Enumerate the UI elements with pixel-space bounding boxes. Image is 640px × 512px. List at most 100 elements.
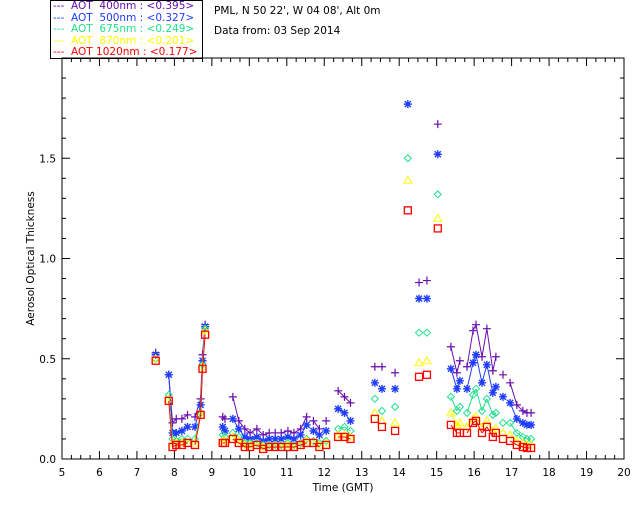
data-point-asterisk bbox=[296, 430, 305, 439]
data-point-diamond bbox=[482, 394, 492, 404]
data-point-asterisk bbox=[512, 414, 521, 423]
data-point-diamond bbox=[477, 406, 487, 416]
data-point-triangle bbox=[511, 435, 522, 445]
series-line-segment bbox=[475, 388, 483, 412]
data-point-diamond bbox=[390, 402, 400, 412]
data-point-plus bbox=[478, 352, 487, 361]
series-line-segment bbox=[516, 432, 524, 438]
data-point-asterisk bbox=[334, 404, 343, 413]
x-tick-label: 18 bbox=[542, 467, 555, 479]
data-point-asterisk bbox=[218, 422, 227, 431]
site-info: PML, N 50 22', W 04 08', Alt 0m bbox=[214, 5, 381, 17]
data-point-diamond bbox=[164, 390, 173, 400]
data-point-diamond bbox=[498, 418, 508, 428]
data-point-asterisk bbox=[377, 384, 386, 393]
data-point-diamond bbox=[414, 328, 424, 337]
data-point-square bbox=[172, 440, 181, 450]
data-point-plus bbox=[446, 342, 455, 351]
series-line-segment bbox=[509, 422, 518, 434]
data-point-plus bbox=[488, 366, 497, 375]
data-point-diamond bbox=[183, 434, 192, 444]
series-line-segment bbox=[466, 330, 474, 367]
data-point-asterisk bbox=[289, 434, 298, 443]
series-line-segment bbox=[472, 388, 477, 396]
data-point-square bbox=[482, 422, 492, 432]
data-point-square bbox=[164, 396, 173, 406]
series-line-segment bbox=[475, 354, 483, 383]
series-line-segment bbox=[300, 416, 308, 430]
data-point-asterisk bbox=[391, 384, 400, 393]
data-point-square bbox=[446, 420, 456, 430]
data-point-plus bbox=[527, 408, 536, 417]
data-point-plus bbox=[309, 416, 318, 425]
series-line-segment bbox=[232, 396, 240, 422]
data-point-triangle bbox=[414, 357, 424, 367]
data-point-square bbox=[220, 438, 230, 448]
data-point-diamond bbox=[462, 408, 472, 418]
data-point-plus bbox=[452, 368, 461, 377]
series-line-segment bbox=[481, 328, 488, 357]
data-point-diamond bbox=[422, 328, 432, 337]
date-info: Data from: 03 Sep 2014 bbox=[214, 25, 341, 37]
y-tick-label: 1.5 bbox=[39, 153, 56, 165]
data-point-plus bbox=[234, 416, 243, 425]
data-point-plus bbox=[334, 386, 343, 395]
series-line-segment bbox=[450, 346, 458, 373]
series-line-segment bbox=[509, 382, 518, 406]
data-point-diamond bbox=[333, 424, 343, 434]
data-point-plus bbox=[455, 356, 464, 365]
data-point-asterisk bbox=[265, 434, 274, 443]
data-point-square bbox=[433, 224, 442, 233]
data-point-triangle bbox=[301, 435, 312, 445]
data-point-triangle bbox=[333, 429, 343, 439]
series-line-segment bbox=[509, 402, 518, 420]
data-point-diamond bbox=[471, 384, 481, 394]
series-aot-1020nm bbox=[151, 206, 536, 454]
data-point-diamond bbox=[491, 408, 501, 418]
series-aot-870nm bbox=[150, 175, 536, 451]
series-line-segment bbox=[481, 364, 488, 383]
data-point-asterisk bbox=[433, 150, 442, 159]
series-line-segment bbox=[486, 364, 494, 393]
y-tick-label: 0.5 bbox=[39, 354, 56, 366]
x-tick-label: 12 bbox=[318, 467, 331, 479]
data-point-diamond bbox=[446, 392, 456, 402]
x-tick-label: 19 bbox=[580, 467, 593, 479]
data-point-square bbox=[512, 440, 521, 450]
data-point-plus bbox=[183, 410, 192, 419]
data-point-asterisk bbox=[228, 414, 237, 423]
data-point-diamond bbox=[488, 410, 498, 420]
series-aot-675nm bbox=[151, 154, 536, 450]
data-point-diamond bbox=[403, 154, 413, 163]
data-point-square bbox=[200, 330, 210, 339]
data-point-asterisk bbox=[315, 430, 324, 439]
data-point-plus bbox=[422, 276, 431, 285]
x-tick-label: 20 bbox=[617, 467, 630, 479]
data-point-asterisk bbox=[164, 370, 173, 379]
data-point-plus bbox=[433, 120, 442, 129]
data-point-triangle bbox=[321, 437, 332, 447]
legend: --- AOT 400nm : <0.395> --- AOT 500nm : … bbox=[50, 0, 203, 59]
data-point-asterisk bbox=[302, 420, 311, 429]
data-point-plus bbox=[491, 352, 500, 361]
data-point-triangle bbox=[491, 423, 501, 433]
data-point-square bbox=[462, 428, 472, 438]
x-tick-label: 16 bbox=[467, 467, 481, 479]
series-line-segment bbox=[344, 396, 351, 404]
data-point-plus bbox=[512, 400, 521, 409]
data-point-square bbox=[390, 426, 400, 436]
data-point-plus bbox=[377, 362, 386, 371]
data-point-plus bbox=[469, 326, 478, 335]
data-point-asterisk bbox=[283, 432, 292, 441]
data-point-triangle bbox=[200, 325, 210, 335]
data-point-square bbox=[491, 428, 501, 438]
y-tick-label: 1.0 bbox=[39, 254, 56, 266]
series-line-segment bbox=[244, 428, 251, 434]
data-point-asterisk bbox=[172, 428, 181, 437]
x-tick-label: 6 bbox=[96, 467, 103, 479]
data-point-asterisk bbox=[455, 376, 464, 385]
data-point-diamond bbox=[370, 394, 380, 404]
data-point-asterisk bbox=[452, 384, 461, 393]
x-tick-label: 10 bbox=[243, 467, 256, 479]
